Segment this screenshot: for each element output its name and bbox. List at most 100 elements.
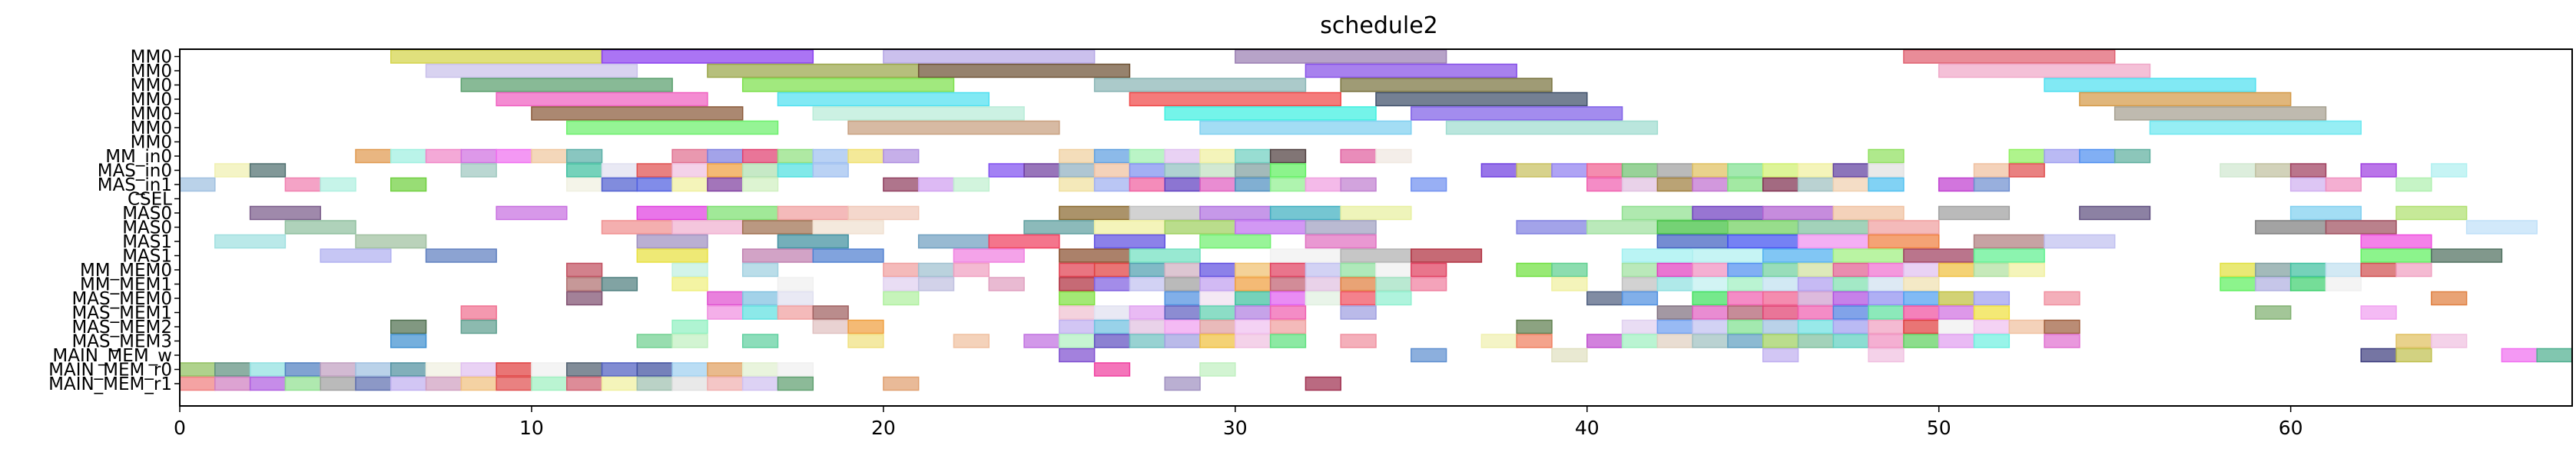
task-bar-193	[953, 248, 1025, 263]
task-bar-398	[320, 362, 356, 377]
task-bar-282	[1164, 291, 1201, 306]
task-bar-235	[1938, 262, 1975, 278]
task-bar-165	[1656, 220, 1729, 234]
task-bar-380	[1938, 334, 1975, 348]
task-bar-361	[1093, 334, 1131, 348]
task-bar-167	[1797, 220, 1869, 234]
task-bar-24	[2114, 106, 2327, 121]
task-bar-212	[953, 262, 990, 278]
task-bar-381	[1973, 334, 2011, 348]
task-bar-147	[1762, 205, 1835, 221]
task-bar-287	[1340, 291, 1377, 306]
task-bar-101	[565, 177, 603, 192]
task-bar-328	[460, 319, 497, 334]
task-bar-230	[1762, 262, 1799, 278]
task-bar-84	[1692, 163, 1729, 178]
task-bar-271	[1903, 277, 1940, 291]
task-bar-92	[2220, 163, 2256, 178]
task-bar-430	[741, 376, 779, 391]
task-bar-433	[1164, 376, 1201, 391]
task-bar-13	[1340, 78, 1553, 92]
task-bar-307	[1059, 305, 1096, 320]
task-bar-360	[1059, 334, 1096, 348]
task-bar-184	[1868, 234, 1940, 249]
task-bar-229	[1727, 262, 1764, 278]
task-bar-174	[636, 234, 708, 249]
task-bar-196	[1269, 248, 1341, 263]
task-bar-116	[1269, 177, 1307, 192]
task-bar-309	[1129, 305, 1165, 320]
task-bar-50	[1269, 148, 1307, 164]
task-bar-90	[1973, 163, 2011, 178]
task-bar-296	[1868, 291, 1905, 306]
task-bar-132	[2325, 177, 2362, 192]
task-bar-95	[2360, 163, 2397, 178]
task-bar-330	[812, 319, 849, 334]
task-bar-293	[1762, 291, 1799, 306]
task-bar-332	[1059, 319, 1096, 334]
task-bar-245	[601, 277, 638, 291]
task-bar-304	[741, 305, 779, 320]
task-bar-327	[390, 319, 427, 334]
task-bar-175	[777, 234, 849, 249]
task-bar-55	[2044, 148, 2080, 164]
task-bar-195	[1129, 248, 1201, 263]
task-bar-68	[812, 163, 849, 178]
task-bar-342	[1692, 319, 1729, 334]
task-bar-43	[883, 148, 920, 164]
task-bar-277	[707, 291, 744, 306]
task-bar-46	[1129, 148, 1165, 164]
task-bar-227	[1656, 262, 1693, 278]
task-bar-291	[1692, 291, 1729, 306]
task-bar-273	[2255, 277, 2292, 291]
task-bar-31	[390, 148, 427, 164]
task-bar-157	[812, 220, 884, 234]
task-bar-143	[1269, 205, 1341, 221]
task-bar-192	[812, 248, 884, 263]
task-bar-383	[2395, 334, 2432, 348]
task-bar-434	[1305, 376, 1341, 391]
task-bar-347	[1868, 319, 1905, 334]
task-bar-34	[496, 148, 532, 164]
task-bar-188	[320, 248, 392, 263]
task-bar-25	[565, 120, 779, 135]
task-bar-158	[1023, 220, 1096, 234]
task-bar-106	[741, 177, 779, 192]
task-bar-185	[1973, 234, 2045, 249]
task-bar-23	[1411, 106, 1623, 121]
task-bar-98	[284, 177, 321, 192]
task-bar-232	[1832, 262, 1869, 278]
y-tick-label: MAS0	[122, 204, 172, 224]
task-bar-216	[1164, 262, 1201, 278]
task-bar-102	[601, 177, 638, 192]
task-bar-350	[1973, 319, 2011, 334]
task-bar-311	[1199, 305, 1236, 320]
task-bar-252	[1093, 277, 1131, 291]
task-bar-206	[2431, 248, 2503, 263]
y-tick-label: MAS_in1	[98, 175, 172, 195]
task-bar-109	[953, 177, 990, 192]
task-bar-248	[883, 277, 920, 291]
task-bar-183	[1797, 234, 1869, 249]
task-bar-190	[636, 248, 708, 263]
task-bar-246	[671, 277, 708, 291]
task-bar-388	[1762, 348, 1799, 363]
task-bar-156	[741, 220, 814, 234]
task-bar-189	[425, 248, 497, 263]
task-bar-352	[2044, 319, 2080, 334]
task-bar-343	[1727, 319, 1764, 334]
task-bar-316	[1692, 305, 1729, 320]
task-bar-329	[671, 319, 708, 334]
task-bar-391	[2395, 348, 2432, 363]
task-bar-163	[1516, 220, 1588, 234]
task-bar-75	[1199, 163, 1236, 178]
x-axis: 0 10 20 30 40 50 60	[174, 406, 2303, 439]
task-bar-178	[1093, 234, 1165, 249]
task-bar-9	[1938, 63, 2151, 78]
y-tick-label: MM0	[131, 62, 172, 81]
task-bar-283	[1199, 291, 1236, 306]
task-bar-270	[1868, 277, 1905, 291]
task-bar-337	[1235, 319, 1271, 334]
task-bar-414	[179, 376, 216, 391]
task-bar-394	[179, 362, 216, 377]
